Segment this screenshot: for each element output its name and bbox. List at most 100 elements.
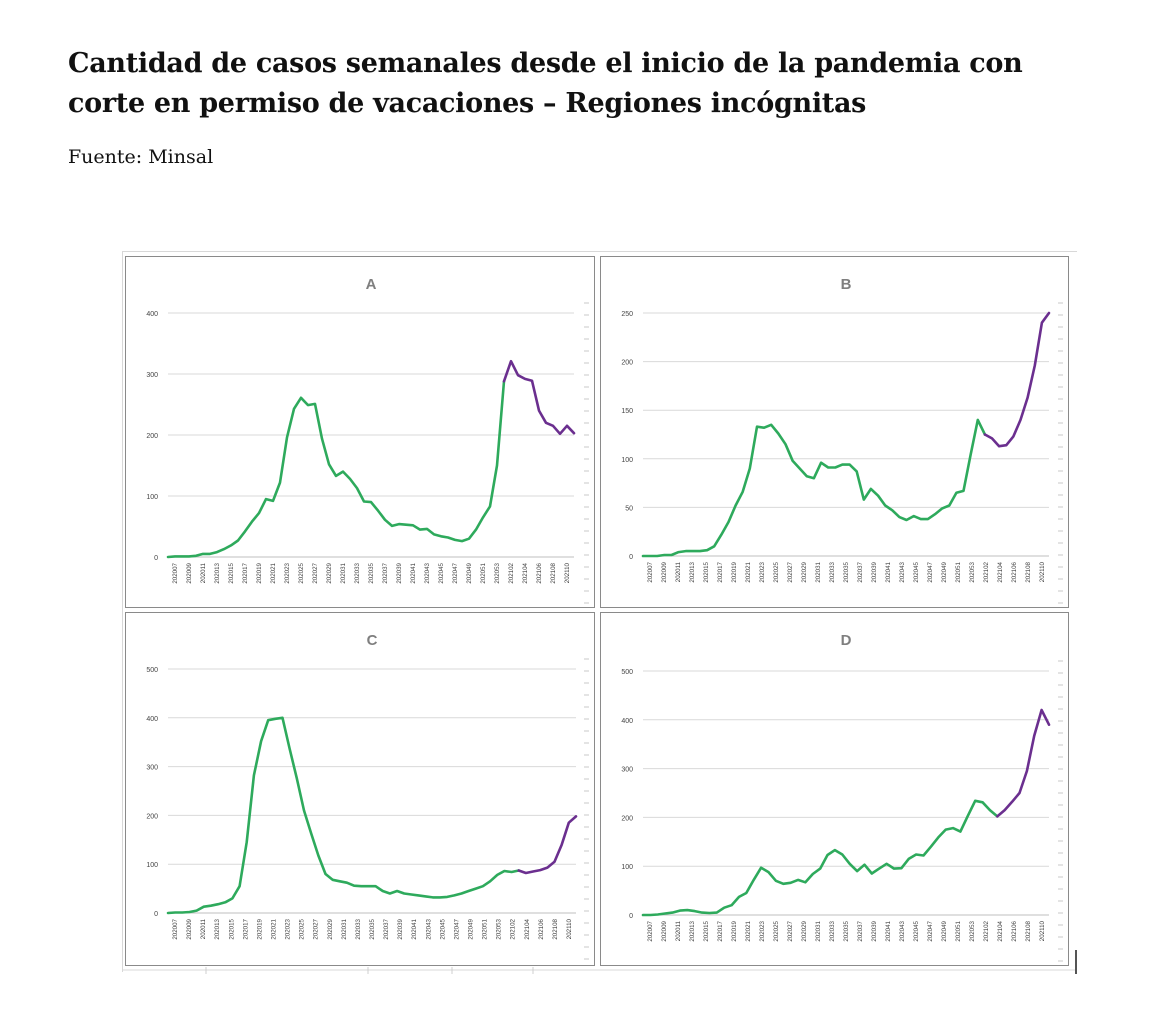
x-tick-label: 202019 bbox=[256, 562, 263, 583]
x-tick-label: 202013 bbox=[689, 561, 696, 582]
x-tick-label: 202009 bbox=[661, 561, 668, 582]
chart-title: D bbox=[841, 632, 852, 649]
x-tick-label: 202009 bbox=[661, 920, 668, 941]
x-tick-label: 202045 bbox=[438, 562, 445, 583]
x-tick-label: 202025 bbox=[299, 918, 306, 939]
x-tick-label: 202108 bbox=[550, 562, 557, 583]
x-tick-label: 202015 bbox=[228, 918, 235, 939]
x-tick-label: 202102 bbox=[510, 918, 517, 939]
series-line-post-cut bbox=[502, 359, 576, 436]
x-tick-label: 202031 bbox=[341, 918, 348, 939]
x-tick-label: 202013 bbox=[214, 918, 221, 939]
series-line-pre-cut bbox=[166, 380, 506, 559]
x-tick-label: 202037 bbox=[857, 561, 864, 582]
x-tick-label: 202009 bbox=[186, 918, 193, 939]
x-tick-label: 202039 bbox=[397, 918, 404, 939]
x-tick-label: 202102 bbox=[508, 562, 515, 583]
y-tick-label: 200 bbox=[146, 813, 158, 820]
x-tick-label: 202015 bbox=[703, 920, 710, 941]
chart-svg: B 0 50 100 150 200 250 202007 202009 202011 202013… bbox=[621, 276, 1063, 604]
x-tick-label: 202019 bbox=[731, 920, 738, 941]
y-tick-label: 100 bbox=[146, 862, 158, 869]
x-tick-label: 202108 bbox=[552, 918, 559, 939]
x-tick-label: 202043 bbox=[425, 918, 432, 939]
x-tick-label: 202049 bbox=[467, 918, 474, 939]
y-tick-label: 500 bbox=[621, 669, 633, 676]
x-tick-label: 202023 bbox=[284, 562, 291, 583]
x-tick-label: 202009 bbox=[186, 562, 193, 583]
y-tick-label: 250 bbox=[621, 311, 633, 318]
x-tick-label: 202110 bbox=[1039, 561, 1046, 582]
x-tick-label: 202053 bbox=[496, 918, 503, 939]
x-tick-label: 202110 bbox=[566, 918, 573, 939]
x-tick-label: 202035 bbox=[843, 561, 850, 582]
x-tick-label: 202021 bbox=[745, 561, 752, 582]
x-tick-label: 202037 bbox=[383, 918, 390, 939]
x-tick-label: 202047 bbox=[453, 918, 460, 939]
y-tick-label: 100 bbox=[146, 494, 158, 501]
x-tick-label: 202019 bbox=[256, 918, 263, 939]
x-tick-label: 202007 bbox=[172, 918, 179, 939]
x-tick-label: 202013 bbox=[214, 562, 221, 583]
x-tick-label: 202047 bbox=[927, 561, 934, 582]
x-tick-label: 202106 bbox=[1011, 561, 1018, 582]
y-tick-label: 0 bbox=[629, 913, 633, 920]
x-tick-label: 202027 bbox=[312, 562, 319, 583]
series-line-post-cut bbox=[983, 311, 1051, 448]
x-tick-label: 202017 bbox=[242, 918, 249, 939]
x-tick-label: 202051 bbox=[955, 920, 962, 941]
series-line-post-cut bbox=[517, 815, 578, 875]
x-tick-label: 202017 bbox=[717, 920, 724, 941]
x-tick-label: 202023 bbox=[285, 918, 292, 939]
series-line-pre-cut bbox=[641, 799, 999, 917]
x-tick-label: 202017 bbox=[717, 561, 724, 582]
x-tick-label: 202021 bbox=[270, 562, 277, 583]
x-tick-label: 202045 bbox=[913, 920, 920, 941]
x-tick-label: 202106 bbox=[1011, 920, 1018, 941]
y-tick-label: 50 bbox=[625, 505, 633, 512]
x-tick-label: 202011 bbox=[200, 918, 207, 939]
chart-panel-d: D 0 100 200 300 400 500 202007 202009 202011 20201… bbox=[600, 612, 1069, 966]
x-tick-label: 202039 bbox=[871, 561, 878, 582]
x-tick-label: 202110 bbox=[1039, 920, 1046, 941]
x-tick-label: 202039 bbox=[871, 920, 878, 941]
y-tick-label: 0 bbox=[629, 554, 633, 561]
x-tick-label: 202013 bbox=[689, 920, 696, 941]
x-tick-label: 202110 bbox=[564, 562, 571, 583]
y-tick-label: 400 bbox=[146, 716, 158, 723]
x-tick-label: 202035 bbox=[369, 918, 376, 939]
x-tick-label: 202106 bbox=[536, 562, 543, 583]
y-tick-label: 200 bbox=[146, 433, 158, 440]
x-tick-label: 202031 bbox=[340, 562, 347, 583]
y-tick-label: 0 bbox=[154, 555, 158, 562]
x-tick-label: 202031 bbox=[815, 920, 822, 941]
x-tick-label: 202011 bbox=[675, 561, 682, 582]
x-tick-label: 202043 bbox=[424, 562, 431, 583]
x-tick-label: 202033 bbox=[354, 562, 361, 583]
x-tick-label: 202104 bbox=[524, 918, 531, 939]
x-tick-label: 202045 bbox=[439, 918, 446, 939]
x-tick-label: 202051 bbox=[482, 918, 489, 939]
x-tick-label: 202025 bbox=[298, 562, 305, 583]
x-tick-label: 202033 bbox=[355, 918, 362, 939]
series-line-pre-cut bbox=[641, 418, 987, 558]
y-tick-label: 0 bbox=[154, 911, 158, 918]
x-tick-label: 202023 bbox=[759, 561, 766, 582]
x-tick-label: 202041 bbox=[885, 561, 892, 582]
x-tick-label: 202047 bbox=[452, 562, 459, 583]
x-tick-label: 202027 bbox=[313, 918, 320, 939]
y-tick-label: 200 bbox=[621, 360, 633, 367]
series-line-post-cut bbox=[995, 708, 1051, 818]
y-tick-label: 300 bbox=[621, 767, 633, 774]
x-tick-label: 202051 bbox=[955, 561, 962, 582]
x-tick-label: 202049 bbox=[466, 562, 473, 583]
y-tick-label: 100 bbox=[621, 864, 633, 871]
text-cursor bbox=[1075, 950, 1077, 974]
y-tick-label: 150 bbox=[621, 408, 633, 415]
x-tick-label: 202007 bbox=[172, 562, 179, 583]
x-tick-label: 202027 bbox=[787, 920, 794, 941]
y-tick-label: 100 bbox=[621, 457, 633, 464]
x-tick-label: 202025 bbox=[773, 561, 780, 582]
chart-panel-a: A 0 100 200 300 400 202007 202009 202011 202013 20… bbox=[125, 256, 595, 608]
x-tick-label: 202023 bbox=[759, 920, 766, 941]
